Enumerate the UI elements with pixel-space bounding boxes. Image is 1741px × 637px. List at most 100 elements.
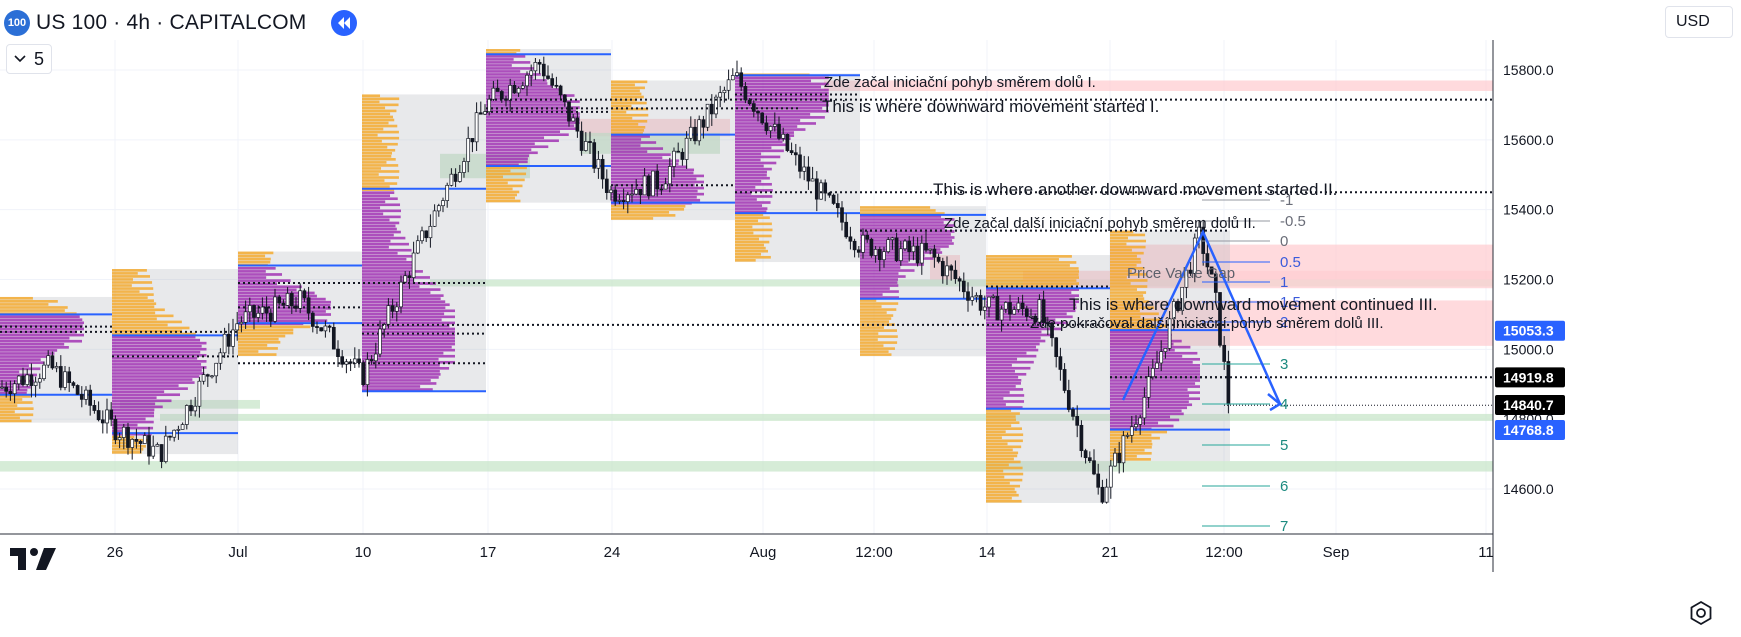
profile-bar bbox=[860, 290, 899, 293]
profile-bar bbox=[735, 103, 829, 107]
profile-bar bbox=[986, 303, 1077, 307]
candle bbox=[147, 435, 151, 457]
candle bbox=[516, 87, 521, 94]
profile-bar bbox=[735, 255, 771, 259]
profile-bar bbox=[735, 158, 761, 162]
candle bbox=[625, 194, 630, 202]
candle bbox=[865, 234, 870, 240]
candle bbox=[315, 326, 319, 328]
price-label: 15053.3 bbox=[1503, 323, 1554, 339]
candle bbox=[835, 203, 840, 209]
profile-bar bbox=[735, 88, 829, 92]
profile-bar bbox=[611, 195, 697, 199]
candle bbox=[693, 126, 697, 142]
profile-bar bbox=[860, 239, 953, 242]
profile-bar bbox=[986, 463, 1009, 467]
candle bbox=[130, 438, 135, 448]
profile-bar bbox=[486, 133, 569, 137]
profile-bar bbox=[986, 321, 1069, 325]
candle bbox=[982, 306, 987, 311]
profile-bar bbox=[1110, 385, 1200, 388]
candle bbox=[550, 78, 555, 86]
profile-bar bbox=[860, 230, 955, 233]
candle bbox=[37, 378, 42, 383]
profile-bar bbox=[611, 168, 695, 172]
profile-bar bbox=[362, 139, 382, 143]
profile-bar bbox=[860, 209, 936, 212]
profile-bar bbox=[486, 187, 513, 191]
candle bbox=[966, 291, 970, 301]
profile-bar bbox=[112, 408, 155, 412]
candle bbox=[978, 295, 983, 311]
candle bbox=[474, 112, 479, 143]
symbol-title[interactable]: US 100 · 4h · CAPITALCOM bbox=[36, 11, 307, 34]
candle bbox=[781, 133, 786, 139]
profile-bar bbox=[486, 190, 520, 194]
profile-bar bbox=[735, 201, 771, 204]
symbol-badge[interactable]: 100 bbox=[4, 10, 30, 36]
profile-bar bbox=[112, 441, 140, 445]
profile-bar bbox=[1110, 309, 1140, 313]
fib-label: 6 bbox=[1280, 478, 1288, 495]
profile-bar bbox=[486, 109, 577, 112]
profile-bar bbox=[0, 376, 21, 380]
profile-bar bbox=[112, 314, 174, 318]
profile-bar bbox=[611, 207, 685, 211]
profile-bar bbox=[112, 269, 147, 272]
profile-bar bbox=[0, 382, 24, 386]
profile-bar bbox=[362, 115, 394, 119]
x-tick-label: Aug bbox=[750, 544, 777, 561]
profile-bar bbox=[611, 86, 645, 90]
candle bbox=[554, 84, 559, 87]
candle bbox=[1159, 351, 1164, 364]
candle bbox=[1050, 322, 1054, 339]
profile-bar bbox=[860, 326, 884, 329]
fib-label: 4 bbox=[1280, 396, 1288, 413]
candle bbox=[932, 248, 937, 258]
candle bbox=[961, 280, 966, 293]
profile-bar bbox=[735, 243, 764, 247]
candle bbox=[382, 324, 387, 330]
profile-bar bbox=[735, 137, 791, 140]
profile-bar bbox=[735, 219, 759, 223]
profile-bar bbox=[238, 313, 331, 316]
supply-zone bbox=[1110, 244, 1493, 280]
profile-bar bbox=[735, 225, 753, 229]
profile-bar bbox=[860, 281, 898, 284]
profile-bar bbox=[362, 264, 415, 267]
candle bbox=[109, 409, 114, 420]
fib-label: 0 bbox=[1280, 233, 1288, 250]
profile-bar bbox=[0, 300, 58, 303]
candle bbox=[319, 327, 324, 332]
tradingview-logo[interactable] bbox=[10, 548, 56, 570]
profile-bar bbox=[611, 141, 657, 144]
profile-bar bbox=[112, 353, 207, 357]
gear-icon[interactable] bbox=[1687, 599, 1715, 627]
profile-bar bbox=[986, 454, 1018, 458]
x-tick-label: 14 bbox=[979, 544, 996, 561]
y-tick-label: 14600.0 bbox=[1503, 481, 1554, 497]
candle bbox=[705, 103, 710, 128]
profile-bar bbox=[1110, 458, 1151, 461]
profile-bar bbox=[1110, 357, 1200, 361]
profile-bar bbox=[0, 296, 33, 300]
candle bbox=[1184, 269, 1189, 288]
profile-bar bbox=[1110, 315, 1141, 319]
profile-bar bbox=[0, 342, 65, 346]
candle bbox=[281, 302, 286, 306]
candle bbox=[1087, 457, 1092, 462]
profile-bar bbox=[362, 279, 414, 282]
rewind-button[interactable] bbox=[330, 10, 357, 36]
candle bbox=[184, 405, 189, 425]
profile-bar bbox=[112, 432, 152, 436]
indicators-toggle-button[interactable]: 5 bbox=[6, 44, 52, 74]
candle bbox=[957, 278, 962, 282]
currency-button[interactable]: USD bbox=[1665, 6, 1733, 38]
candle bbox=[739, 72, 744, 87]
candle bbox=[546, 75, 550, 79]
x-tick-label: 11 bbox=[1478, 544, 1494, 561]
profile-bar bbox=[1110, 279, 1148, 282]
candle bbox=[945, 265, 949, 277]
profile-bar bbox=[112, 414, 155, 418]
